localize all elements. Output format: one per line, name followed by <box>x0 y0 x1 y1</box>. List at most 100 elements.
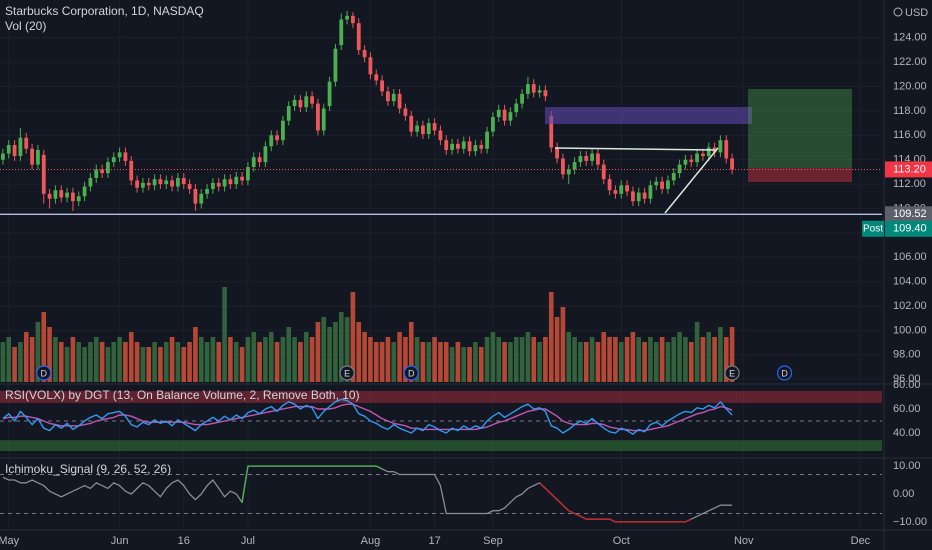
y-tick-label: 10.00 <box>893 460 921 472</box>
candle-body <box>298 99 303 108</box>
y-tick-label: 118.00 <box>893 105 926 117</box>
candle-body <box>543 90 548 97</box>
candle-body <box>234 176 239 185</box>
volume-bar <box>321 317 327 382</box>
volume-bar <box>519 337 525 382</box>
candle-body <box>374 74 379 81</box>
level-badge <box>885 206 932 223</box>
y-tick-label: 80.00 <box>893 379 921 391</box>
candle-body <box>316 103 320 131</box>
volume-bar <box>64 347 70 382</box>
volume-bar <box>426 342 432 382</box>
candle-body <box>12 145 17 157</box>
volume-bar <box>169 337 175 382</box>
volume-bar <box>583 342 589 382</box>
candle-body <box>281 120 285 141</box>
candle-body <box>65 192 69 198</box>
candle-body <box>666 180 670 189</box>
volume-bar <box>251 332 257 382</box>
volume-bar <box>543 337 548 382</box>
post-badge <box>885 220 932 237</box>
y-tick-label: 40.00 <box>893 427 921 439</box>
volume-bar <box>292 337 297 382</box>
volume-bar <box>636 337 642 382</box>
volume-bar <box>478 347 484 382</box>
rsi-title: RSI(VOLX) by DGT (13, On Balance Volume,… <box>5 388 360 402</box>
candle-body <box>146 182 151 186</box>
candle-body <box>654 181 659 186</box>
volume-bar <box>309 337 315 382</box>
candle-body <box>537 90 542 93</box>
currency-icon <box>893 7 903 17</box>
candle-body <box>216 182 221 187</box>
volume-bar <box>257 342 262 382</box>
candle-body <box>642 192 647 199</box>
volume-bar <box>210 337 216 382</box>
volume-bar <box>473 342 478 382</box>
volume-bar <box>642 342 647 382</box>
x-tick-label: Dec <box>851 535 871 547</box>
trend-line <box>664 147 719 214</box>
y-tick-label: 0.00 <box>893 488 914 500</box>
candle-body <box>211 182 215 189</box>
candle-body <box>187 184 192 189</box>
candle-body <box>438 130 443 141</box>
volume-bar <box>385 337 391 382</box>
candle-body <box>47 193 52 199</box>
volume-bar <box>356 322 362 382</box>
volume-bar <box>432 337 437 382</box>
volume-bar <box>461 347 467 382</box>
candle-body <box>199 193 204 204</box>
volume-bar <box>298 342 303 382</box>
drawings <box>545 89 852 214</box>
volume-bar <box>618 342 624 382</box>
candle-body <box>496 109 501 118</box>
volume-bar <box>134 342 140 382</box>
candle-body <box>205 188 209 194</box>
volume-bar <box>578 342 583 382</box>
candle-body <box>636 192 641 202</box>
candle-body <box>135 180 139 188</box>
volume-bar <box>233 342 239 382</box>
volume-bar <box>53 337 58 382</box>
volume-bar <box>111 342 117 382</box>
volume-bar <box>531 337 537 382</box>
volume-bar <box>694 322 700 382</box>
candle-body <box>24 137 29 149</box>
candle-body <box>59 190 64 198</box>
y-tick-label: 60.00 <box>893 403 921 415</box>
x-tick-label: Oct <box>613 535 630 547</box>
candle-body <box>479 145 484 149</box>
candle-body <box>141 182 145 188</box>
candle-body <box>269 135 274 147</box>
y-tick-label: 98.00 <box>893 349 921 361</box>
y-tick-label: 122.00 <box>893 56 927 68</box>
volume-bar <box>70 337 76 382</box>
candle-body <box>461 141 466 149</box>
volume-bar <box>216 342 222 382</box>
volume-bar <box>607 337 612 382</box>
candle-body <box>193 188 198 204</box>
candle-body <box>467 141 472 152</box>
volume-bar <box>718 327 723 382</box>
candle-body <box>531 84 536 93</box>
candle-body <box>53 190 58 199</box>
event-marker <box>776 365 793 381</box>
candle-body <box>286 106 291 121</box>
candles <box>0 10 735 382</box>
candle-body <box>561 158 565 175</box>
volume-bar <box>338 312 344 382</box>
y-tick-label: 120.00 <box>893 80 927 92</box>
candle-body <box>613 190 618 194</box>
volume-bar <box>0 342 6 382</box>
candle-body <box>718 140 723 153</box>
target-box <box>748 89 852 168</box>
candle-body <box>701 153 705 157</box>
candle-body <box>356 23 361 50</box>
candle-body <box>257 157 262 163</box>
volume-bar <box>403 337 408 382</box>
candle-body <box>450 143 454 150</box>
candle-body <box>631 191 635 202</box>
volume-bar <box>525 332 531 382</box>
